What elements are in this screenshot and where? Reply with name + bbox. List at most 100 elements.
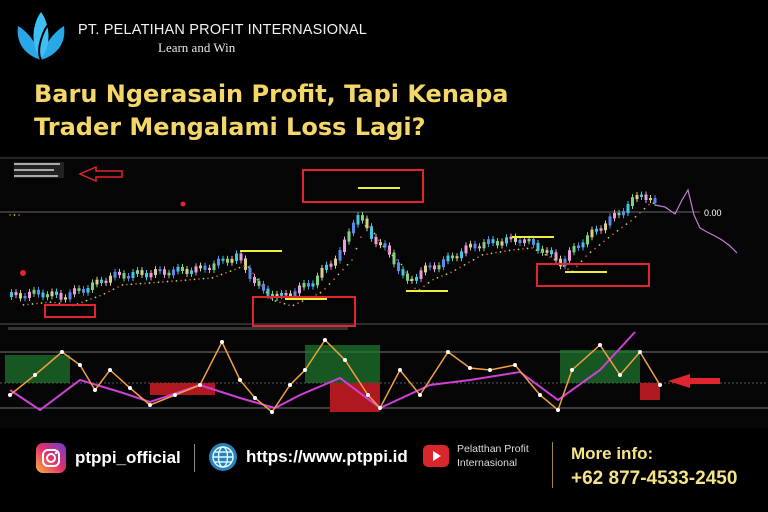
- candle: [410, 278, 414, 281]
- oscillator-point: [288, 383, 292, 387]
- candle: [338, 250, 342, 261]
- candle: [563, 258, 567, 267]
- candle: [73, 288, 76, 295]
- candle: [532, 238, 535, 245]
- trailing-dot: [373, 232, 376, 235]
- candle: [271, 293, 274, 298]
- trailing-dot: [256, 278, 259, 281]
- candle: [482, 242, 486, 249]
- website-link[interactable]: https://www.ptppi.id: [208, 442, 408, 472]
- red-arrow-icon: [668, 374, 720, 388]
- oscillator-point: [8, 393, 12, 397]
- candle: [635, 194, 639, 200]
- histogram-area: [305, 345, 380, 383]
- candle: [262, 283, 265, 291]
- instagram-link[interactable]: ptppi_official: [36, 443, 181, 473]
- footer: ptppi_official https://www.ptppi.id Pela…: [0, 438, 768, 492]
- trailing-dot: [441, 275, 443, 277]
- trailing-dot: [342, 268, 344, 271]
- candle: [640, 194, 643, 197]
- trailing-dot: [472, 258, 475, 261]
- candle: [302, 283, 306, 288]
- trailing-dot: [301, 300, 304, 302]
- globe-icon: [209, 443, 237, 471]
- price-label: 0.00: [704, 208, 722, 218]
- candle: [500, 241, 504, 246]
- trailing-dot: [369, 225, 371, 228]
- oscillator-point: [148, 403, 152, 407]
- divider: [552, 442, 553, 488]
- candle: [622, 211, 625, 216]
- trailing-dot: [211, 276, 214, 279]
- candle: [136, 270, 139, 274]
- candle: [491, 239, 495, 244]
- headline: Baru Ngerasain Profit, Tapi Kenapa Trade…: [34, 78, 508, 144]
- candle: [329, 263, 333, 267]
- candle: [599, 228, 603, 231]
- oscillator-point: [446, 350, 450, 354]
- signal-line: [9, 331, 636, 412]
- trailing-dot: [247, 266, 250, 268]
- trailing-dot: [292, 304, 295, 307]
- trailing-dot: [265, 291, 268, 294]
- candle: [464, 245, 468, 254]
- candle: [32, 289, 36, 294]
- candle: [145, 272, 148, 278]
- trading-chart-screenshot: 0.00: [0, 156, 768, 428]
- candle: [478, 246, 481, 249]
- trailing-dot: [31, 303, 34, 305]
- trailing-dot: [166, 280, 169, 283]
- oscillator-point: [238, 378, 242, 382]
- candle: [388, 245, 391, 255]
- phone-number[interactable]: +62 877-4533-2450: [571, 468, 738, 489]
- trailing-dot: [36, 302, 38, 305]
- candle: [266, 288, 270, 296]
- trailing-dot: [252, 272, 254, 275]
- youtube-link[interactable]: Pelatthan Profit Internasional: [423, 442, 529, 470]
- trailing-dot: [400, 263, 403, 266]
- trailing-dot: [45, 301, 47, 304]
- youtube-channel-line-1: Pelatthan Profit: [457, 443, 529, 455]
- candle: [244, 258, 247, 270]
- candle: [379, 242, 382, 246]
- trailing-dot: [405, 271, 407, 274]
- trailing-dot: [315, 293, 317, 296]
- trailing-dot: [463, 264, 466, 266]
- trailing-dot: [58, 302, 61, 305]
- candle: [14, 292, 18, 296]
- trailing-dot: [328, 283, 331, 285]
- lotus-icon: [17, 12, 65, 61]
- candle: [28, 291, 31, 298]
- candle: [406, 273, 409, 281]
- oscillator-point: [173, 393, 177, 397]
- trailing-dot: [436, 276, 439, 279]
- candle: [41, 292, 45, 298]
- candle: [235, 253, 238, 261]
- highlight-box: [536, 263, 650, 287]
- highlight-box: [302, 169, 424, 203]
- trailing-dot: [540, 251, 542, 254]
- candle: [194, 266, 198, 273]
- candle: [473, 243, 477, 249]
- candle: [536, 242, 540, 251]
- trailing-dot: [594, 247, 596, 250]
- candle: [127, 276, 130, 279]
- trailing-dot: [459, 266, 461, 269]
- trailing-dot: [27, 303, 29, 306]
- red-arrow-icon: [78, 165, 123, 183]
- trailing-dot: [387, 250, 389, 252]
- projection-line: [654, 188, 738, 254]
- candle: [226, 258, 229, 263]
- trailing-dot: [319, 291, 322, 294]
- trailing-dot: [490, 252, 493, 255]
- trailing-dot: [648, 203, 650, 206]
- trailing-dot: [198, 278, 200, 280]
- trailing-dot: [22, 303, 25, 306]
- trailing-dot: [288, 304, 290, 306]
- oscillator-point: [538, 393, 542, 397]
- trailing-dot: [432, 278, 434, 281]
- trailing-dot: [126, 283, 128, 286]
- trailing-dot: [175, 279, 178, 282]
- trailing-dot: [603, 240, 605, 243]
- trailing-dot: [414, 287, 416, 290]
